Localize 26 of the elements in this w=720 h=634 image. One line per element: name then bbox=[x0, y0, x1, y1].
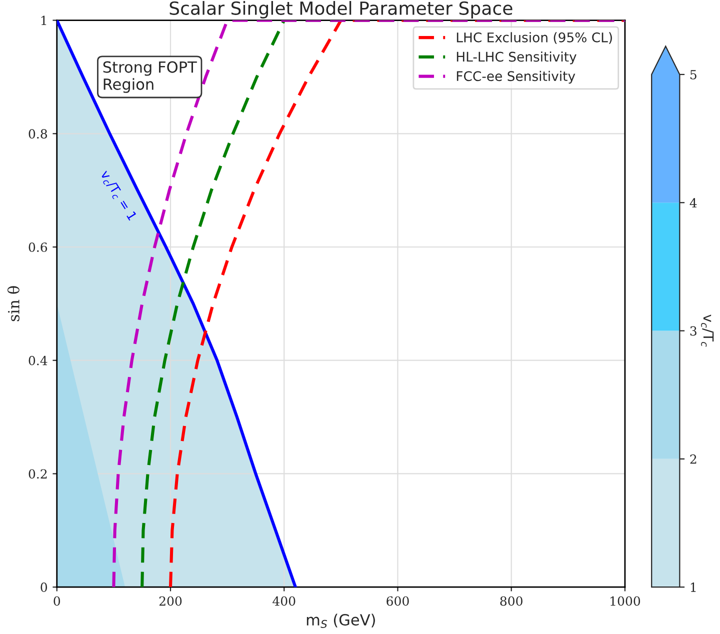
color-bar-title: v$_{c}$/T$_{c}$ bbox=[701, 314, 714, 347]
x-tick-label: 600 bbox=[386, 596, 409, 606]
x-tick-label: 200 bbox=[159, 596, 182, 606]
x-tick-label: 800 bbox=[500, 596, 522, 606]
color-bar-label: 4 bbox=[690, 198, 697, 208]
color-bar-label: 3 bbox=[690, 326, 696, 336]
color-bar-label: 1 bbox=[690, 582, 696, 592]
y-tick-label: 0.6 bbox=[28, 242, 48, 252]
x-tick-label: 400 bbox=[272, 596, 296, 606]
legend-label: HL-LHC Sensitivity bbox=[456, 52, 576, 64]
y-tick-label: 0 bbox=[40, 582, 48, 592]
color-bar-label: 5 bbox=[690, 70, 696, 80]
legend-label: FCC-ee Sensitivity bbox=[456, 70, 576, 84]
color-bar-label: 2 bbox=[690, 454, 696, 464]
y-tick-label: 0.8 bbox=[28, 129, 48, 139]
x-tick-label: 1000 bbox=[610, 596, 640, 606]
legend-label: LHC Exclusion (95% CL) bbox=[456, 32, 612, 44]
annotation: Strong FOPT Region bbox=[103, 61, 197, 93]
y-tick-label: 0.2 bbox=[28, 469, 47, 479]
y-tick-label: 0.4 bbox=[28, 356, 48, 366]
annotation: v$_{c}$/T$_{c}$ = 1 bbox=[98, 169, 138, 222]
chart-title: Scalar Singlet Model Parameter Space bbox=[170, 1, 512, 18]
x-axis-title: m$_{S}$ (GeV) bbox=[306, 614, 375, 628]
y-axis-title: sin θ bbox=[7, 286, 20, 322]
y-tick-label: 1 bbox=[41, 16, 46, 26]
x-tick-label: 0 bbox=[54, 596, 60, 606]
